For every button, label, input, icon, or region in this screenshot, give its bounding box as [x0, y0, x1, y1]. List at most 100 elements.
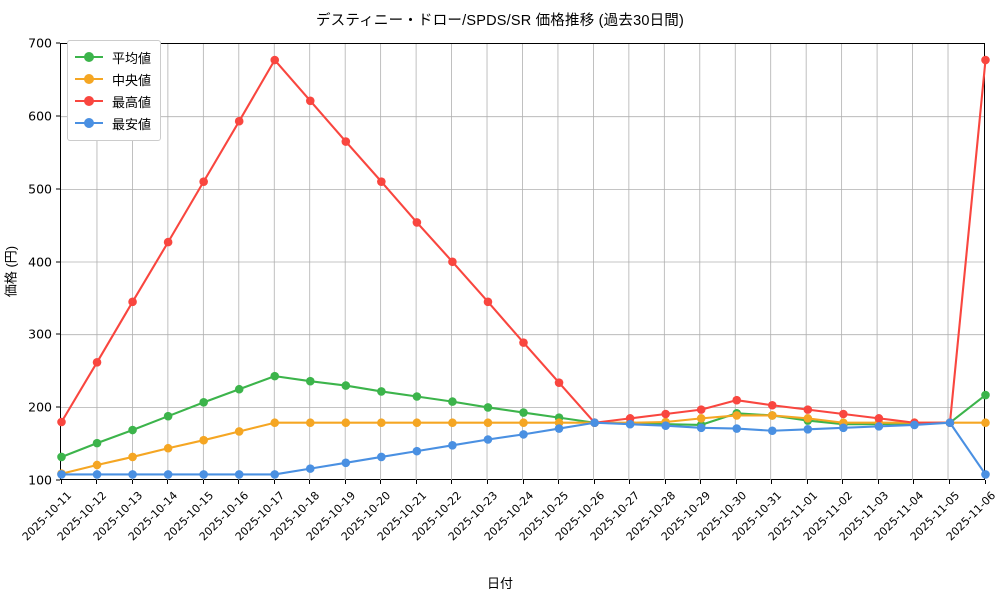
x-axis-tick-mark — [131, 480, 133, 484]
data-point — [483, 297, 493, 307]
data-point — [483, 435, 493, 444]
data-point — [163, 443, 173, 453]
data-point — [234, 427, 244, 436]
data-point — [234, 470, 244, 479]
data-point — [341, 458, 351, 468]
x-axis-tick-mark — [309, 480, 311, 484]
y-axis-tick-label: 300 — [28, 326, 52, 342]
data-point — [163, 470, 173, 479]
data-point — [377, 418, 386, 428]
y-axis-tick-label: 600 — [28, 108, 52, 124]
y-axis-tick-label: 400 — [28, 254, 52, 269]
data-point — [519, 408, 528, 417]
x-axis-tick-mark — [60, 480, 62, 484]
data-point — [341, 137, 351, 146]
series-4 — [57, 418, 990, 479]
data-point — [625, 419, 635, 429]
data-point — [199, 398, 208, 407]
data-point — [412, 446, 422, 456]
chart-legend: 平均値中央値最高値最安値 — [67, 40, 162, 141]
x-axis-tick-mark — [735, 480, 737, 484]
data-point — [448, 257, 457, 267]
x-axis-tick-mark — [486, 480, 488, 484]
data-point — [92, 460, 102, 470]
data-point — [696, 405, 706, 414]
data-point — [412, 392, 422, 401]
plot-area — [57, 43, 990, 481]
data-point — [661, 409, 670, 419]
legend-item-label: 中央値 — [112, 72, 152, 88]
x-axis-tick-mark — [877, 480, 879, 484]
data-point — [803, 424, 813, 434]
y-axis-tick-mark — [56, 42, 60, 44]
legend-item-4[interactable]: 最安値 — [75, 112, 151, 134]
x-axis-tick-mark — [948, 480, 950, 484]
data-point — [874, 414, 884, 423]
data-point — [981, 390, 990, 400]
data-point — [945, 418, 955, 428]
data-point — [234, 116, 244, 126]
y-axis-tick-mark — [56, 333, 60, 335]
y-axis-tick-label: 100 — [28, 472, 52, 488]
x-axis-tick-mark — [451, 480, 453, 484]
data-point — [305, 96, 315, 106]
data-point — [305, 376, 315, 386]
data-point — [732, 395, 742, 405]
data-point — [128, 470, 137, 479]
data-point — [234, 384, 244, 394]
data-point — [128, 425, 137, 435]
series-layer — [57, 55, 990, 479]
x-axis-tick-mark — [273, 480, 275, 484]
data-point — [128, 452, 137, 462]
x-axis-label: 日付 — [486, 576, 513, 591]
legend-item-1[interactable]: 平均値 — [75, 46, 151, 68]
data-point — [270, 470, 280, 479]
x-axis-tick-mark — [380, 480, 382, 484]
data-point — [910, 420, 919, 430]
y-axis-tick-label: 500 — [28, 181, 52, 197]
data-point — [839, 409, 848, 419]
x-axis-tick-mark — [913, 480, 915, 484]
x-axis-tick-mark — [167, 480, 169, 484]
data-point — [199, 470, 208, 479]
x-axis-tick-mark — [842, 480, 844, 484]
y-axis-tick-mark — [56, 115, 60, 117]
data-point — [661, 421, 670, 430]
y-axis-ticks: 100 200 300 400 500 600 700 — [0, 0, 60, 600]
data-point — [519, 418, 528, 428]
data-point — [981, 470, 990, 479]
data-point — [767, 426, 777, 436]
x-axis-tick-mark — [771, 480, 773, 484]
x-axis-tick-mark — [202, 480, 204, 484]
data-point — [128, 297, 137, 307]
data-point — [377, 177, 386, 186]
data-point — [981, 418, 990, 428]
y-axis-tick-mark — [56, 261, 60, 262]
data-point — [270, 418, 280, 428]
y-axis-tick-mark — [56, 479, 60, 481]
legend-item-3[interactable]: 最高値 — [75, 90, 151, 112]
data-point — [839, 423, 848, 433]
data-point — [305, 464, 315, 473]
legend-item-label: 最高値 — [112, 94, 152, 110]
data-point — [448, 418, 457, 428]
x-axis-tick-mark — [664, 480, 666, 484]
data-point — [305, 418, 315, 428]
data-point — [483, 403, 493, 412]
y-axis-tick-mark — [56, 188, 60, 190]
data-point — [448, 397, 457, 406]
data-point — [412, 218, 422, 227]
legend-item-label: 平均値 — [112, 50, 152, 66]
data-point — [519, 338, 528, 347]
data-point — [767, 400, 777, 410]
x-axis-tick-mark — [700, 480, 702, 484]
x-axis-tick-mark — [593, 480, 595, 484]
data-point — [767, 411, 777, 420]
legend-marker-icon — [75, 51, 103, 63]
y-axis-tick-mark — [56, 406, 60, 408]
legend-item-2[interactable]: 中央値 — [75, 68, 151, 90]
legend-marker-icon — [75, 73, 103, 85]
data-point — [199, 177, 208, 186]
data-point — [732, 424, 742, 433]
y-axis-tick-label: 700 — [28, 35, 52, 51]
